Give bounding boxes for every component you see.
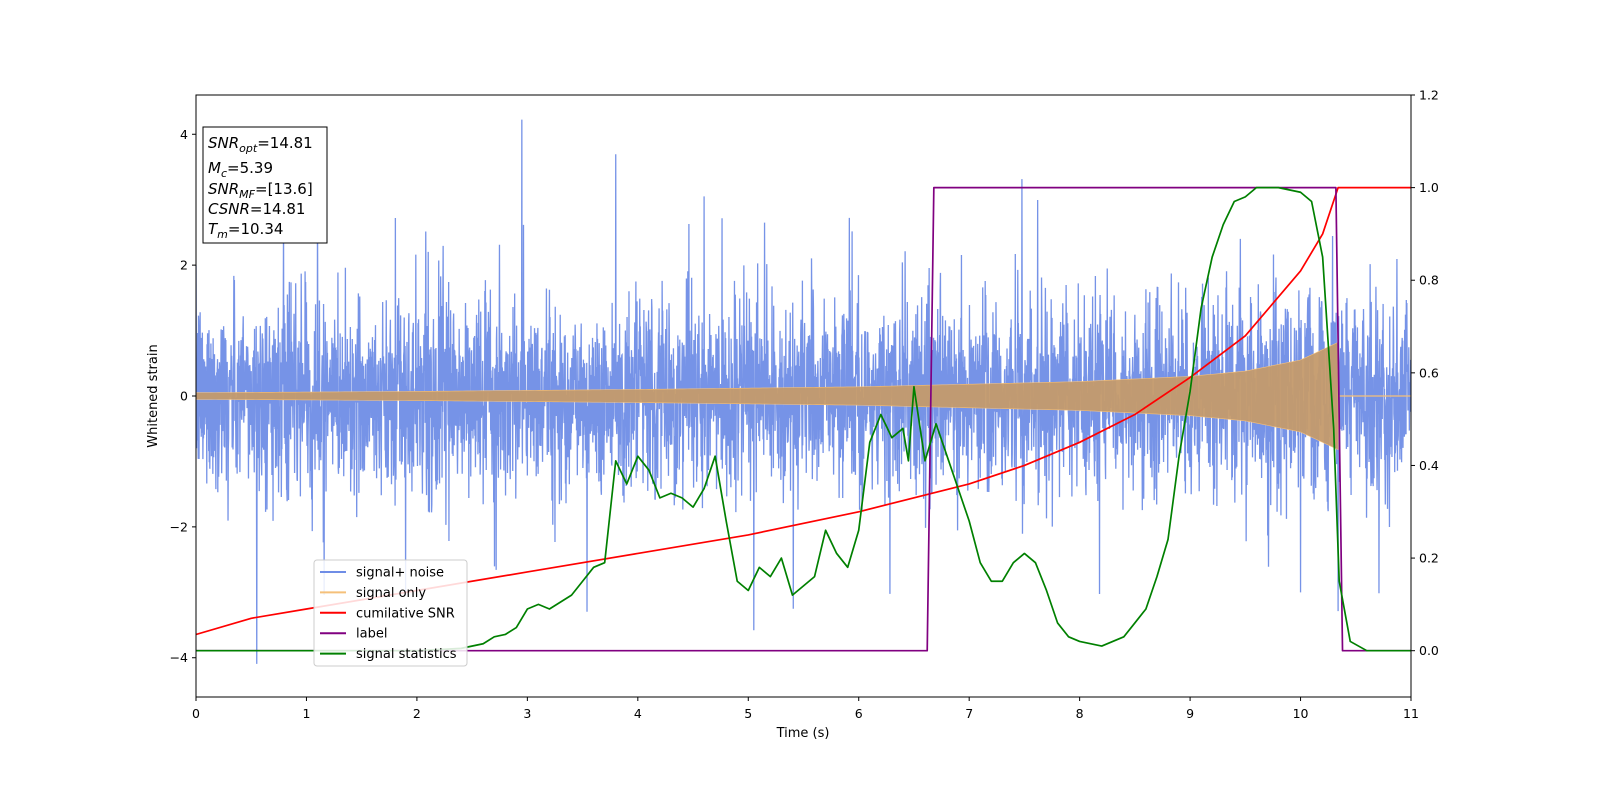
x-tick-label: 1: [302, 706, 310, 721]
y-right-tick-label: 1.2: [1419, 88, 1439, 103]
ticks-layer: 0 1 2 3 4 5 6 7 8 9 10 11 4 2 0 −2 −4 1.2 1.0 0.8 0.6 0.4 0.2 0…: [170, 88, 1439, 722]
series-label: [196, 186, 1411, 652]
series-layer: [196, 119, 1411, 664]
legend-frame: [313, 559, 468, 667]
legend-label: cumilative SNR: [356, 606, 455, 621]
y-left-tick-label: 4: [180, 127, 188, 142]
x-axis-label: Time (s): [776, 726, 830, 741]
stat-snr-mf: SNRMF=[13.6]: [208, 180, 313, 201]
x-tick-label: 3: [523, 706, 531, 721]
y-left-tick-label: −4: [170, 650, 188, 665]
y-axis-label: Whitened strain: [146, 344, 161, 447]
stats-box-frame: [202, 126, 328, 244]
x-tick-label: 5: [744, 706, 752, 721]
y-right-tick-label: 0.8: [1419, 273, 1439, 288]
x-tick-label: 6: [855, 706, 863, 721]
stat-csnr: CSNR=14.81: [208, 200, 305, 218]
y-right-tick-label: 0.4: [1419, 458, 1439, 473]
y-right-tick-label: 0.0: [1419, 643, 1439, 658]
legend-entries: signal+ noise signal only cumilative SNR la…: [320, 566, 457, 662]
x-tick-label: 11: [1403, 706, 1419, 721]
legend-label: label: [356, 627, 387, 642]
y-right-tick-label: 1.0: [1419, 180, 1439, 195]
legend: signal+ noise signal only cumilative SNR la…: [313, 559, 468, 667]
series-signal-only: [196, 341, 1339, 451]
legend-label: signal only: [356, 586, 426, 601]
y-left-tick-label: 0: [180, 389, 188, 404]
x-tick-label: 10: [1293, 706, 1309, 721]
x-tick-label: 0: [192, 706, 200, 721]
y-left-tick-label: −2: [170, 519, 188, 534]
x-tick-label: 2: [413, 706, 421, 721]
stat-snr-opt: SNRopt=14.81: [208, 134, 313, 155]
y-right-tick-label: 0.6: [1419, 365, 1439, 380]
legend-label: signal statistics: [356, 647, 457, 662]
stat-mc: Mc=5.39: [208, 159, 273, 180]
x-tick-label: 7: [965, 706, 973, 721]
x-tick-label: 9: [1186, 706, 1194, 721]
y-left-tick-label: 2: [180, 258, 188, 273]
stats-box: SNRopt=14.81 Mc=5.39 SNRMF=[13.6] CSNR=1…: [202, 126, 328, 244]
series-signal-statistics: [196, 186, 1411, 652]
y-right-tick-label: 0.2: [1419, 551, 1439, 566]
x-tick-label: 4: [634, 706, 642, 721]
stat-tm: Tm=10.34: [208, 220, 283, 241]
x-tick-label: 8: [1076, 706, 1084, 721]
legend-label: signal+ noise: [356, 566, 444, 581]
